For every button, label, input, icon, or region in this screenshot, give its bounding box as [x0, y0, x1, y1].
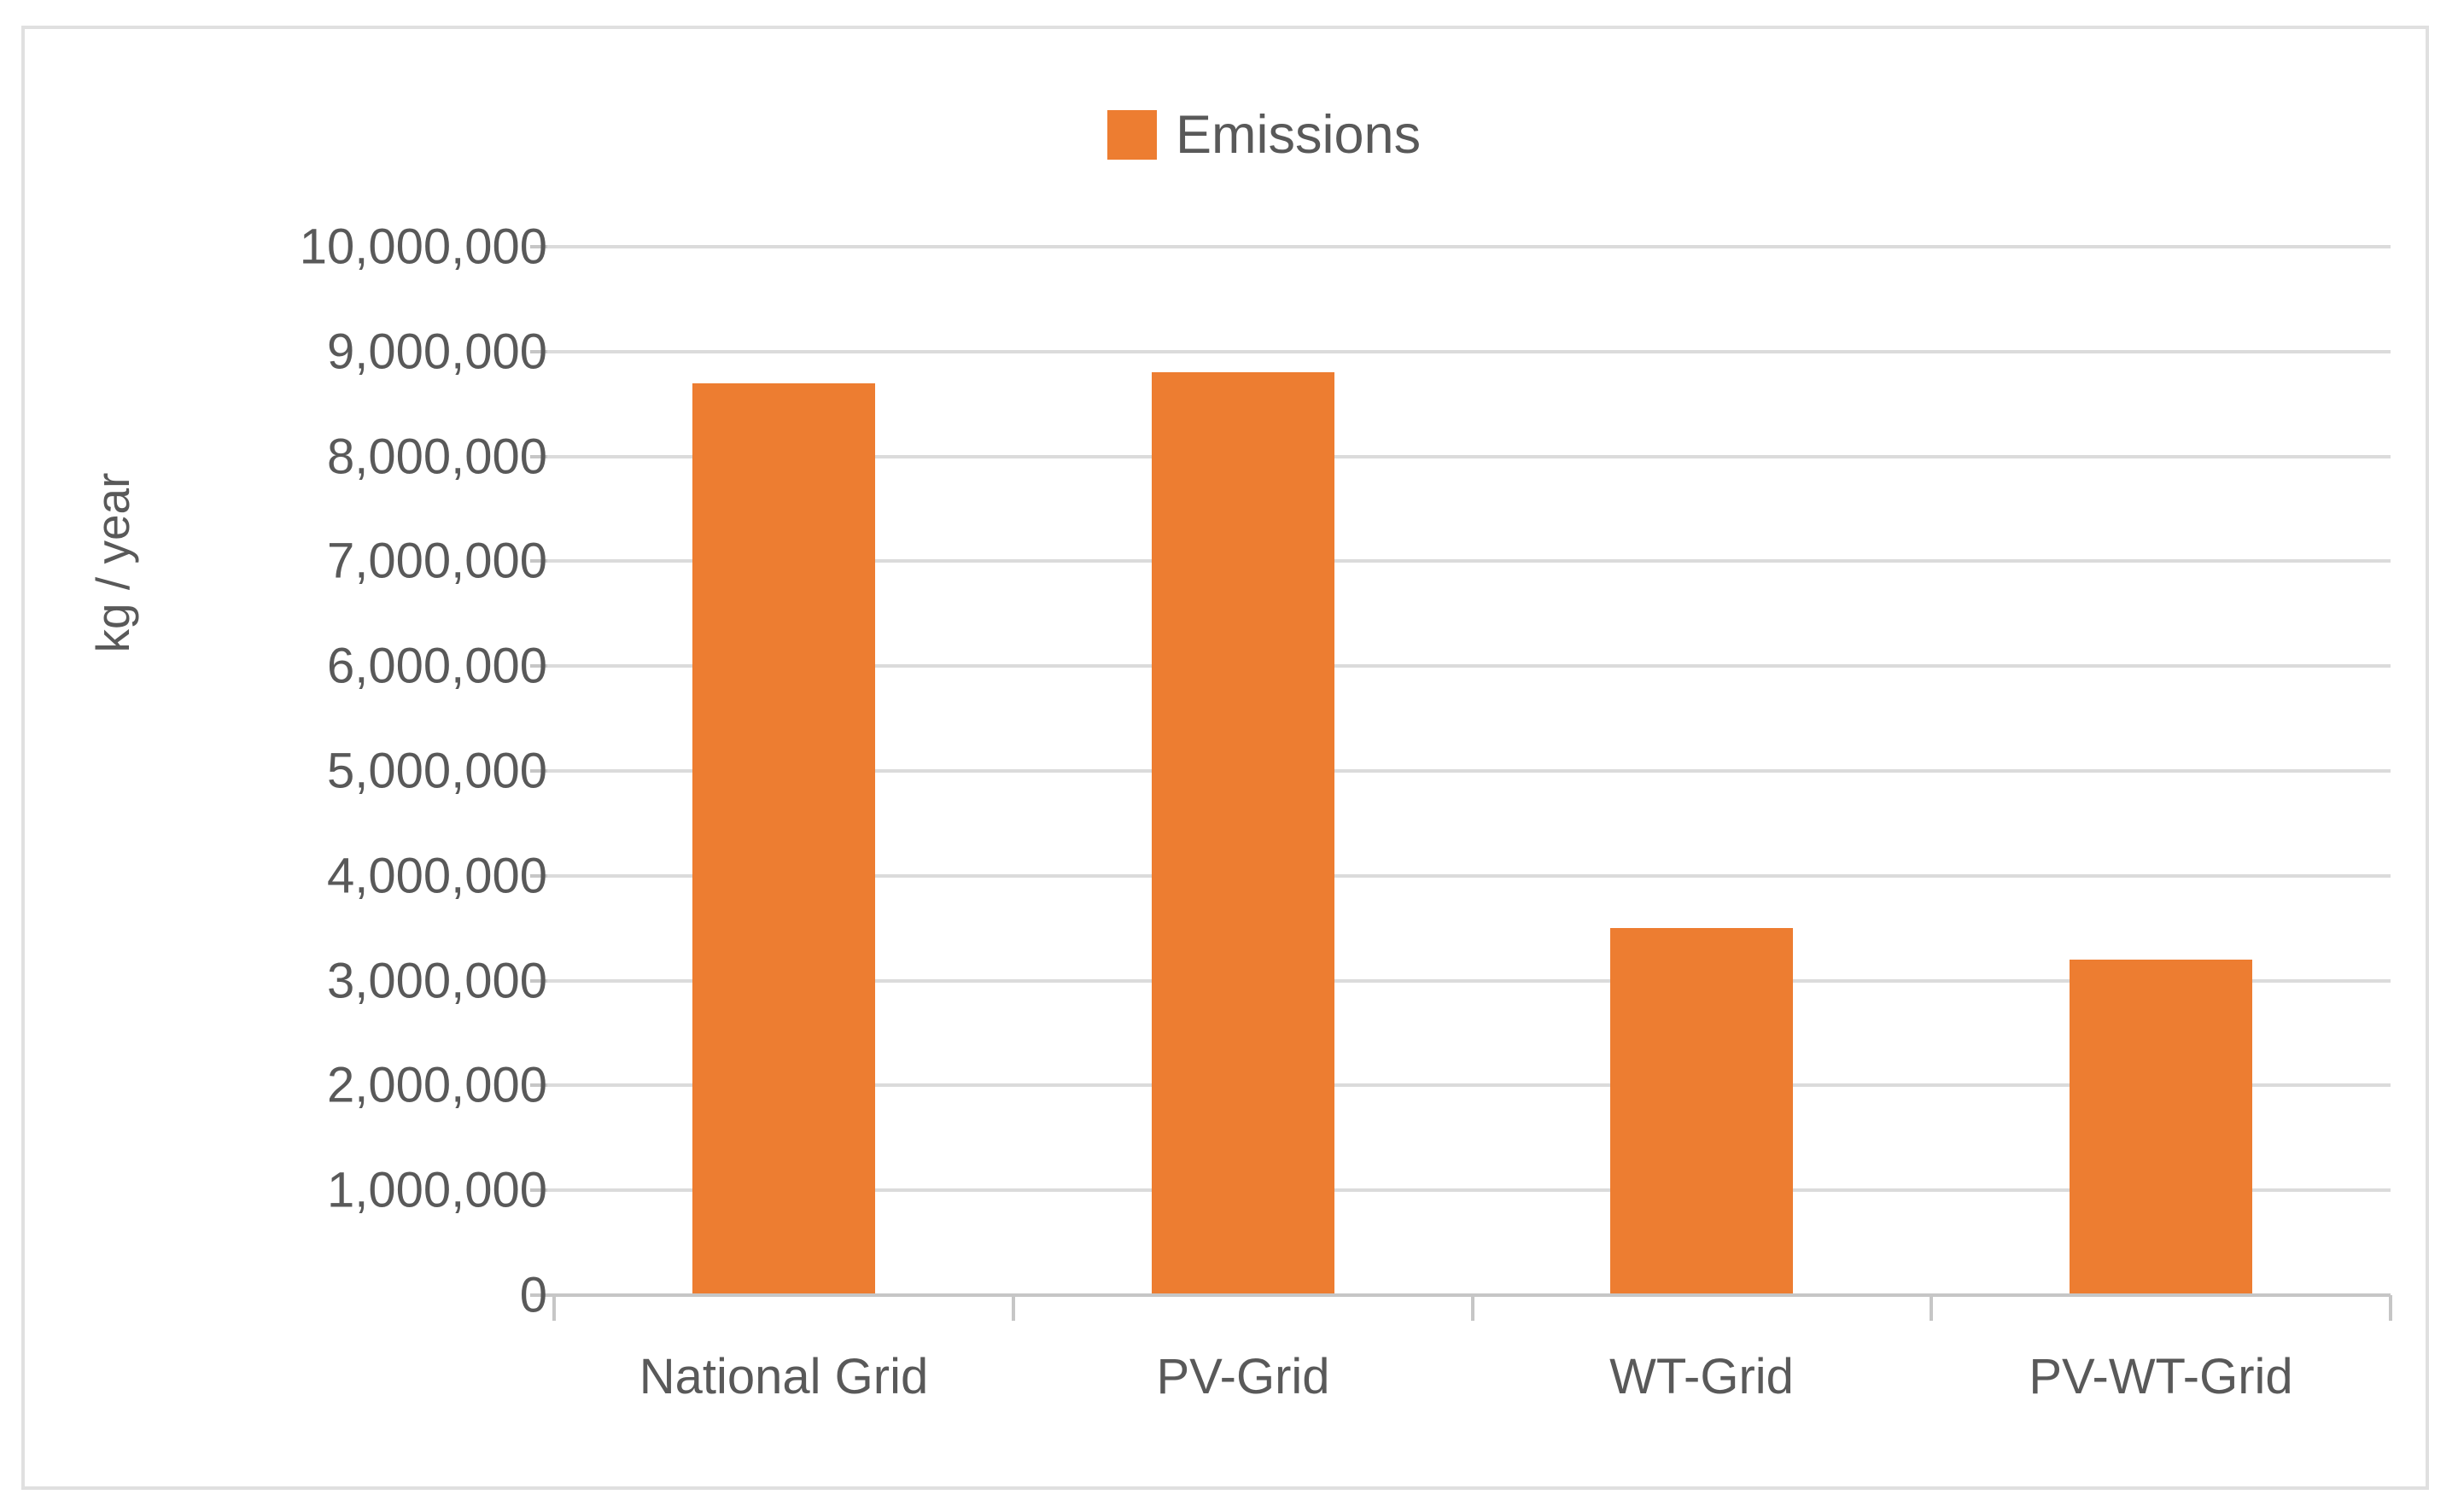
x-axis-tick-mark — [552, 1295, 556, 1321]
y-tick-label: 1,000,000 — [326, 1162, 547, 1218]
gridline — [547, 978, 2391, 983]
bar-national-grid — [692, 383, 875, 1295]
gridline — [547, 664, 2391, 668]
y-tick-label: 7,000,000 — [326, 533, 547, 589]
legend-swatch-emissions — [1107, 110, 1157, 160]
bar-pv-grid — [1152, 372, 1334, 1295]
y-axis-tick-mark — [530, 664, 547, 668]
bar-pv-wt-grid — [2070, 960, 2252, 1295]
y-axis-tick-mark — [530, 1293, 547, 1297]
bar-wt-grid — [1610, 928, 1793, 1295]
x-axis-tick-mark — [1012, 1295, 1015, 1321]
gridline — [547, 1083, 2391, 1088]
y-tick-label: 8,000,000 — [326, 429, 547, 485]
y-axis-tick-mark — [530, 349, 547, 353]
legend-label: Emissions — [1176, 105, 1422, 165]
y-tick-label: 6,000,000 — [326, 638, 547, 694]
x-axis-label-pv-wt-grid: PV-WT-Grid — [2029, 1349, 2293, 1404]
x-axis-tick-mark — [2389, 1295, 2392, 1321]
y-tick-label: 2,000,000 — [326, 1057, 547, 1113]
x-axis-label-national-grid: National Grid — [639, 1349, 929, 1404]
y-axis-tick-mark — [530, 1083, 547, 1088]
x-axis-label-wt-grid: WT-Grid — [1609, 1349, 1794, 1404]
y-axis-tick-mark — [530, 559, 547, 563]
x-axis-tick-mark — [1930, 1295, 1933, 1321]
gridline — [547, 349, 2391, 353]
y-axis-title: kg / year — [86, 472, 139, 653]
y-tick-label: 5,000,000 — [326, 743, 547, 799]
chart-frame: Emissions kg / year 0 1,000,000 2,000,000 3… — [21, 26, 2429, 1490]
y-axis-tick-mark — [530, 245, 547, 248]
y-tick-label: 10,000,000 — [299, 219, 547, 275]
gridline — [547, 873, 2391, 878]
x-axis-line — [547, 1293, 2391, 1297]
y-axis-tick-mark — [530, 978, 547, 983]
y-tick-label: 4,000,000 — [326, 848, 547, 904]
y-axis-tick-mark — [530, 454, 547, 458]
gridline — [547, 769, 2391, 773]
gridline — [547, 454, 2391, 458]
legend: Emissions — [1107, 108, 1421, 162]
y-tick-label: 3,000,000 — [326, 953, 547, 1009]
gridline — [547, 245, 2391, 248]
gridline — [547, 1188, 2391, 1193]
y-tick-label: 0 — [519, 1267, 547, 1323]
y-axis-tick-mark — [530, 1188, 547, 1193]
y-axis-tick-mark — [530, 873, 547, 878]
x-axis-label-pv-grid: PV-Grid — [1156, 1349, 1330, 1404]
y-tick-label: 9,000,000 — [326, 324, 547, 380]
y-axis-tick-mark — [530, 769, 547, 773]
x-axis-tick-mark — [1471, 1295, 1474, 1321]
gridline — [547, 559, 2391, 563]
